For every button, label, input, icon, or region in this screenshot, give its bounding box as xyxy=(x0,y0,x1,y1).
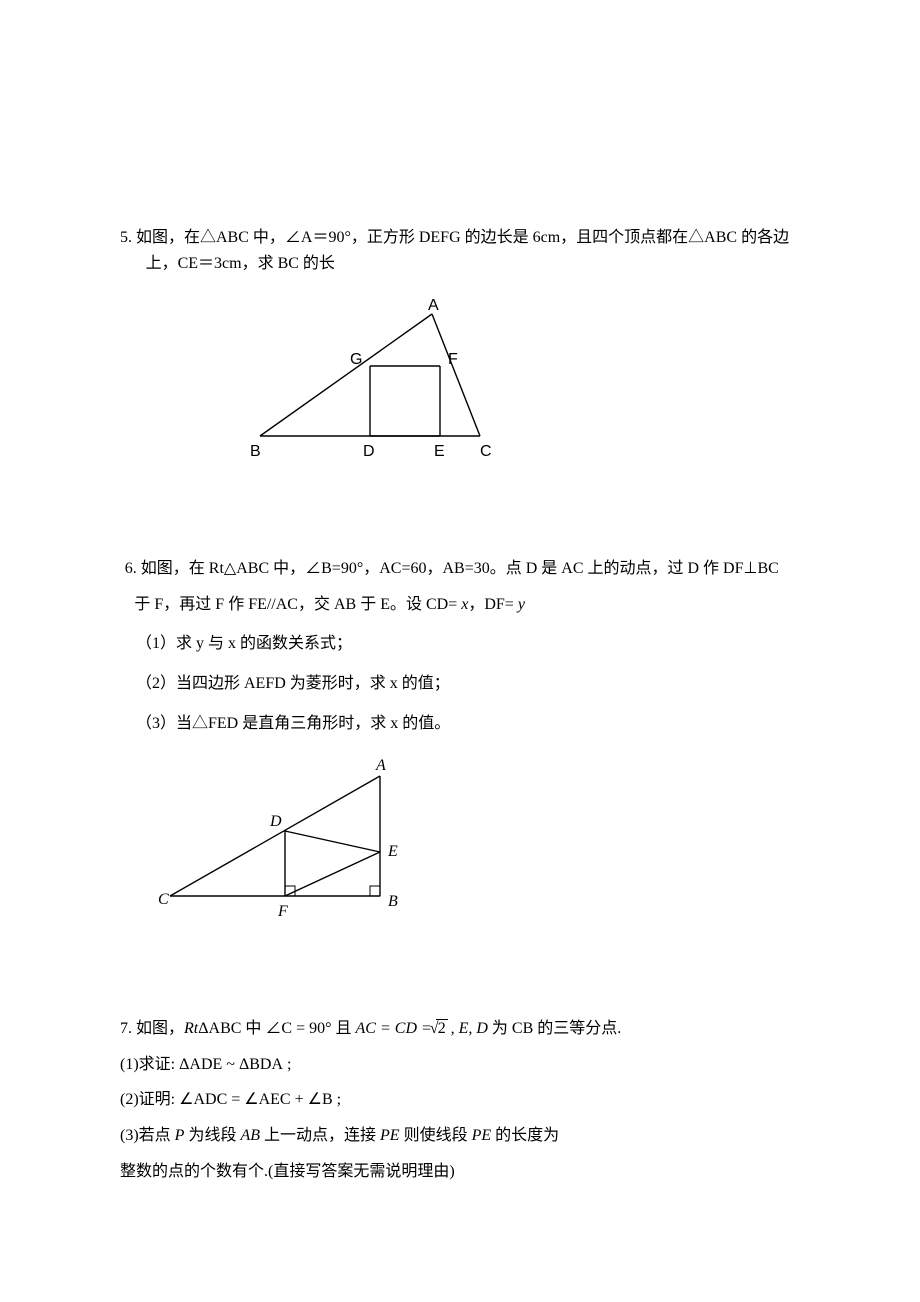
svg-text:C: C xyxy=(158,891,169,908)
p6-text-line1: 6. 如图，在 Rt△ABC 中，∠B=90°，AC=60，AB=30。点 D … xyxy=(125,556,810,582)
p7-ac: AC = CD = xyxy=(356,1020,436,1037)
svg-text:E: E xyxy=(387,843,398,860)
p7-q3a: (3)若点 xyxy=(120,1127,175,1144)
p7-q2c: ; xyxy=(333,1091,341,1108)
svg-text:G: G xyxy=(350,351,362,368)
svg-text:F: F xyxy=(448,351,458,368)
problem-6: 6. 如图，在 Rt△ABC 中，∠B=90°，AC=60，AB=30。点 D … xyxy=(120,556,810,926)
svg-text:D: D xyxy=(269,813,282,830)
p7-q3PE: PE xyxy=(380,1127,400,1144)
p7-q1a: (1)求证: xyxy=(120,1056,179,1073)
p7-lead-line: 7. 如图，RtΔABC 中 ∠C = 90° 且 AC = CD = 2√, … xyxy=(120,1016,810,1042)
p7-q3e: 的长度为 xyxy=(491,1127,559,1144)
p7-q3AB: AB xyxy=(240,1127,260,1144)
p7-q1: (1)求证: ΔADE ~ ΔBDA ; xyxy=(120,1052,810,1078)
p7-mid: 中 ∠C = 90° 且 xyxy=(241,1020,355,1037)
p7-lead: 7. 如图， xyxy=(120,1020,184,1037)
p5-text-line1: 5. 如图，在△ABC 中，∠A＝90°，正方形 DEFG 的边长是 6cm，且… xyxy=(130,225,810,251)
svg-text:B: B xyxy=(250,443,261,460)
p6-q2: （2）当四边形 AEFD 为菱形时，求 x 的值； xyxy=(136,671,810,697)
svg-text:E: E xyxy=(434,443,445,460)
p7-q3b: 为线段 xyxy=(184,1127,240,1144)
p7-ed: , E, D xyxy=(451,1020,488,1037)
p7-q1c: ; xyxy=(283,1056,291,1073)
p7-rt: Rt xyxy=(184,1020,198,1037)
p6-diagram: A B C D E F xyxy=(150,756,810,926)
p7-q3-line2: 整数的点的个数有个.(直接写答案无需说明理由) xyxy=(120,1159,810,1185)
p7-sqrt-sym: √ xyxy=(430,1020,439,1037)
p6-text2-lead: 于 F，再过 F 作 FE//AC，交 AB 于 E。设 CD= xyxy=(134,596,461,613)
p7-q2: (2)证明: ∠ADC = ∠AEC + ∠B ; xyxy=(120,1087,810,1113)
problem-7: 7. 如图，RtΔABC 中 ∠C = 90° 且 AC = CD = 2√, … xyxy=(120,1016,810,1184)
svg-text:F: F xyxy=(277,903,288,920)
p7-q3PE2: PE xyxy=(472,1127,492,1144)
p7-tri: ΔABC xyxy=(198,1020,241,1037)
p7-q3P: P xyxy=(175,1127,185,1144)
p6-comma: ，DF= xyxy=(468,596,517,613)
p6-text-line2: 于 F，再过 F 作 FE//AC，交 AB 于 E。设 CD= x，DF= y xyxy=(134,592,810,618)
p7-q1b: ΔADE ~ ΔBDA xyxy=(179,1056,283,1073)
problem-5: 5. 如图，在△ABC 中，∠A＝90°，正方形 DEFG 的边长是 6cm，且… xyxy=(120,225,810,466)
p7-q3d: 则使线段 xyxy=(400,1127,472,1144)
svg-text:D: D xyxy=(363,443,375,460)
svg-text:A: A xyxy=(375,757,386,774)
p6-var-y: y xyxy=(518,596,525,613)
svg-text:C: C xyxy=(480,443,492,460)
p7-q2a: (2)证明: xyxy=(120,1091,179,1108)
p5-diagram: A B C D E F G xyxy=(240,296,810,466)
p7-q2b: ∠ADC = ∠AEC + ∠B xyxy=(179,1091,333,1108)
p7-tail: 为 CB 的三等分点. xyxy=(488,1020,621,1037)
p7-q3-line1: (3)若点 P 为线段 AB 上一动点，连接 PE 则使线段 PE 的长度为 xyxy=(120,1123,810,1149)
svg-text:A: A xyxy=(428,297,439,314)
svg-text:B: B xyxy=(388,893,398,910)
p6-q1: （1）求 y 与 x 的函数关系式； xyxy=(136,631,810,657)
p7-q3c: 上一动点，连接 xyxy=(260,1127,380,1144)
p6-q3: （3）当△FED 是直角三角形时，求 x 的值。 xyxy=(136,711,810,737)
p5-text-line2: 上，CE＝3cm，求 BC 的长 xyxy=(146,251,810,277)
